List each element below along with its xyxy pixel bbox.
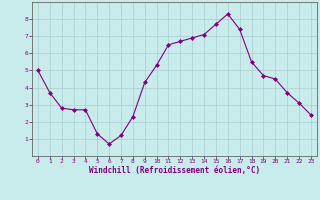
- X-axis label: Windchill (Refroidissement éolien,°C): Windchill (Refroidissement éolien,°C): [89, 166, 260, 175]
